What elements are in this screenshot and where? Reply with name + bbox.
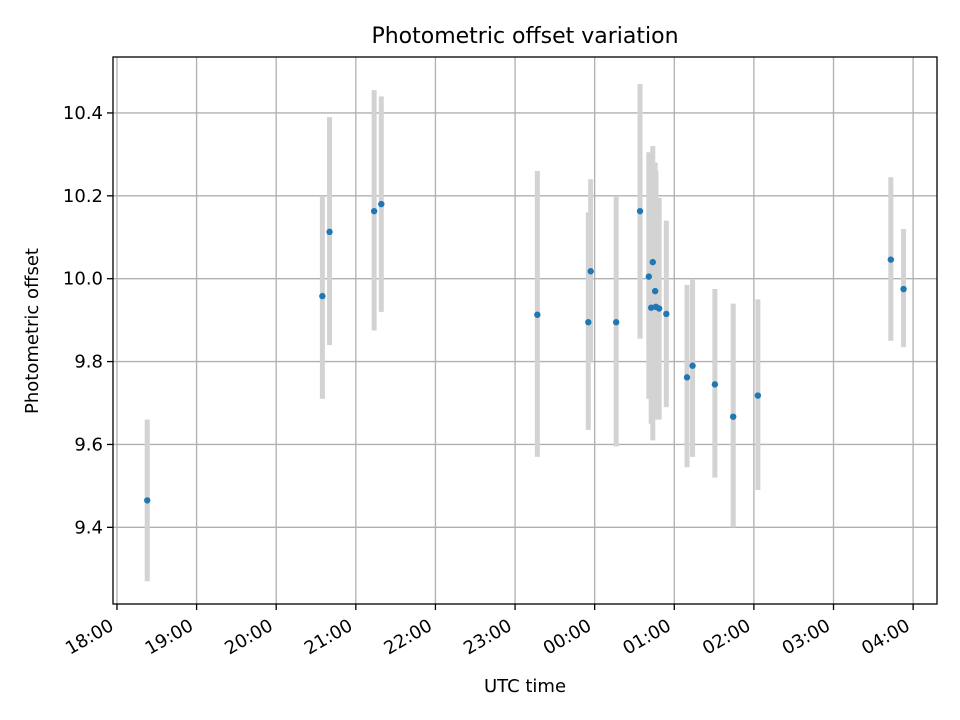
data-point: [649, 258, 656, 266]
y-tick-label: 9.6: [74, 434, 103, 455]
x-tick-label: 04:00: [858, 615, 913, 659]
data-point: [636, 207, 644, 215]
data-points: [144, 200, 907, 504]
x-tick-label: 22:00: [381, 615, 436, 659]
grid-lines: [113, 57, 937, 604]
data-point: [754, 392, 762, 399]
y-tick-label: 9.8: [74, 352, 103, 373]
data-point: [587, 268, 594, 275]
x-tick-label: 20:00: [221, 615, 276, 659]
data-point: [683, 374, 691, 381]
data-point: [144, 497, 151, 504]
data-point: [663, 310, 670, 318]
x-tick-label: 18:00: [62, 615, 117, 659]
data-point: [647, 304, 655, 311]
data-point: [729, 413, 737, 420]
data-point: [612, 319, 620, 326]
data-point: [378, 200, 385, 208]
x-axis-label: UTC time: [484, 676, 566, 697]
error-bars: [144, 83, 907, 582]
data-point: [655, 305, 663, 312]
y-tick-label: 10.0: [63, 269, 103, 290]
y-tick-label: 10.2: [63, 186, 103, 207]
data-point: [900, 285, 907, 293]
data-point: [326, 228, 333, 236]
y-axis-ticks: 9.4 9.6 9.8 10.0 10.2 10.4: [63, 103, 113, 538]
x-tick-label: 02:00: [699, 615, 754, 659]
data-point: [651, 287, 659, 295]
data-point: [370, 207, 378, 215]
data-point: [585, 319, 592, 326]
x-tick-label: 23:00: [460, 615, 515, 659]
x-tick-label: 00:00: [540, 615, 595, 659]
y-tick-label: 10.4: [63, 103, 103, 124]
y-axis-label: Photometric offset: [22, 248, 43, 414]
data-point: [534, 311, 541, 318]
y-tick-label: 9.4: [74, 517, 103, 538]
data-point: [319, 292, 326, 300]
x-tick-label: 21:00: [301, 615, 356, 659]
chart-title: Photometric offset variation: [371, 24, 678, 49]
x-tick-label: 19:00: [142, 615, 197, 659]
x-tick-label: 01:00: [619, 615, 674, 659]
data-point: [645, 273, 652, 280]
x-axis-ticks: 18:00 19:00 20:00 21:00 22:00 23:00 00:00 01:00…: [62, 604, 914, 659]
x-tick-label: 03:00: [779, 615, 834, 659]
data-point: [887, 256, 895, 263]
data-point: [711, 381, 719, 388]
plot-frame: [112, 56, 938, 605]
data-point: [689, 362, 696, 369]
